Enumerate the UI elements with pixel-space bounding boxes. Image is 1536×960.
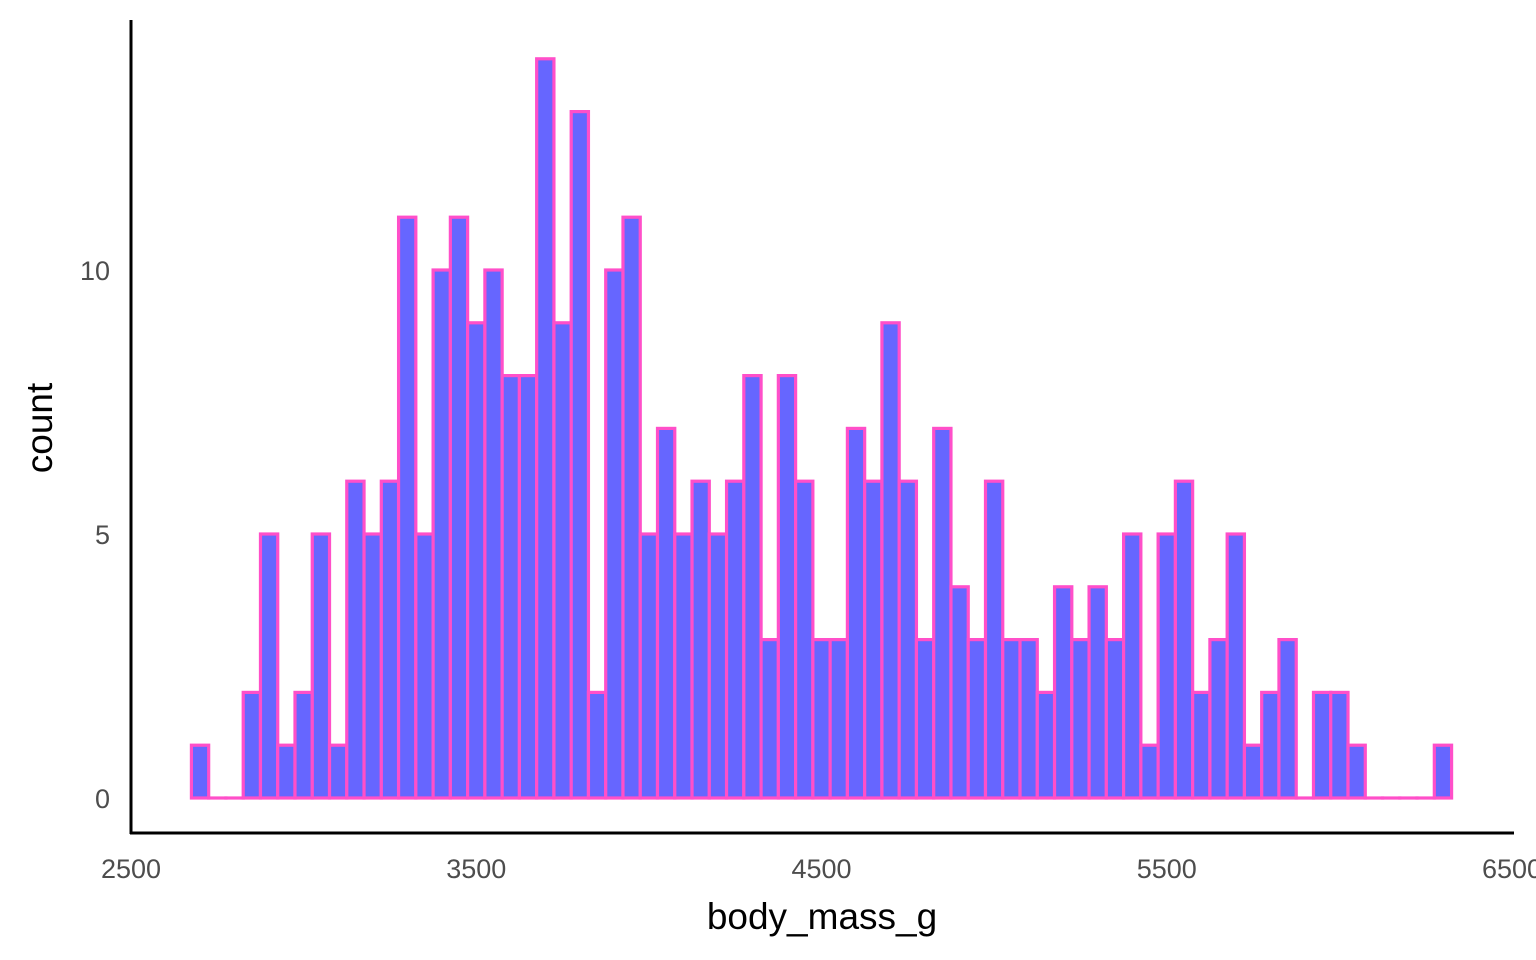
histogram-bar <box>794 479 815 800</box>
y-tick-label: 0 <box>95 784 110 814</box>
histogram-bar <box>828 637 849 800</box>
histogram-bar <box>362 532 383 800</box>
x-tick-label: 4500 <box>791 854 851 884</box>
histogram-bar <box>1260 690 1281 800</box>
histogram-bar <box>396 215 418 800</box>
histogram-bar <box>535 57 556 800</box>
y-tick-label: 10 <box>80 256 110 286</box>
histogram-bar <box>742 374 763 800</box>
histogram-bar <box>586 690 608 800</box>
histogram-bar <box>431 268 452 800</box>
histogram-bar <box>1311 690 1333 800</box>
y-axis-title: count <box>19 382 60 473</box>
histogram-bar <box>1277 637 1298 800</box>
histogram-bar <box>1191 690 1212 800</box>
histogram-bar <box>811 637 832 800</box>
histogram-bar <box>1121 532 1143 800</box>
histogram-bar <box>983 479 1005 800</box>
histogram-bar <box>1346 743 1367 800</box>
histogram-bar <box>1225 532 1247 800</box>
histogram-bar <box>1001 637 1022 800</box>
histogram-bar <box>604 268 625 800</box>
x-tick-label: 2500 <box>101 854 161 884</box>
histogram-bar <box>1208 637 1229 800</box>
x-tick-label: 3500 <box>446 854 506 884</box>
histogram-bar <box>1242 743 1264 800</box>
histogram-bar <box>379 479 401 800</box>
histogram-bar <box>1052 585 1074 800</box>
histogram-bar <box>466 321 487 800</box>
histogram-bar <box>759 637 780 800</box>
histogram-bar <box>621 215 642 800</box>
histogram-bar <box>966 637 988 800</box>
histogram-bars <box>189 57 1454 800</box>
histogram-bar <box>880 321 901 800</box>
histogram-bar <box>1432 743 1454 800</box>
histogram-bar <box>517 374 539 800</box>
histogram-bar <box>414 532 435 800</box>
histogram-bar <box>293 690 314 800</box>
histogram-bar <box>1087 585 1108 800</box>
histogram-bar <box>1156 532 1177 800</box>
x-axis-ticks: 2500 3500 4500 5500 6500 <box>101 854 1536 884</box>
histogram-bar <box>1329 690 1350 800</box>
histogram-bar <box>483 268 504 800</box>
histogram-bar <box>569 109 591 800</box>
histogram-bar <box>1139 743 1160 800</box>
histogram-bar <box>189 743 211 800</box>
histogram-bar <box>345 479 366 800</box>
histogram-bar <box>1070 637 1091 800</box>
x-tick-label: 5500 <box>1137 854 1197 884</box>
histogram-bar <box>1104 637 1126 800</box>
histogram-bar <box>276 743 297 800</box>
histogram-bar <box>863 479 884 800</box>
histogram-bar <box>949 585 970 800</box>
histogram-bar <box>724 479 746 800</box>
histogram-bar <box>1173 479 1195 800</box>
histogram-bar <box>1035 690 1057 800</box>
histogram-bar <box>655 426 677 800</box>
histogram-bar <box>1018 637 1039 800</box>
histogram-bar <box>552 321 573 800</box>
histogram-bar <box>241 690 263 800</box>
histogram-bar <box>258 532 280 800</box>
histogram-bar <box>448 215 470 800</box>
histogram-bar <box>897 479 919 800</box>
y-axis-ticks: 0 5 10 <box>80 256 110 814</box>
histogram-bar <box>932 426 953 800</box>
histogram-bar <box>500 374 522 800</box>
y-tick-label: 5 <box>95 520 110 550</box>
histogram-bar <box>638 532 660 800</box>
x-tick-label: 6500 <box>1482 854 1536 884</box>
histogram-bar <box>914 637 936 800</box>
histogram-bar <box>776 374 798 800</box>
histogram-bar <box>310 532 332 800</box>
histogram-bar <box>690 479 711 800</box>
x-axis-title: body_mass_g <box>707 896 937 937</box>
histogram-bar <box>707 532 729 800</box>
histogram-bar <box>845 426 867 800</box>
histogram-bar <box>673 532 694 800</box>
histogram-bar <box>327 743 349 800</box>
